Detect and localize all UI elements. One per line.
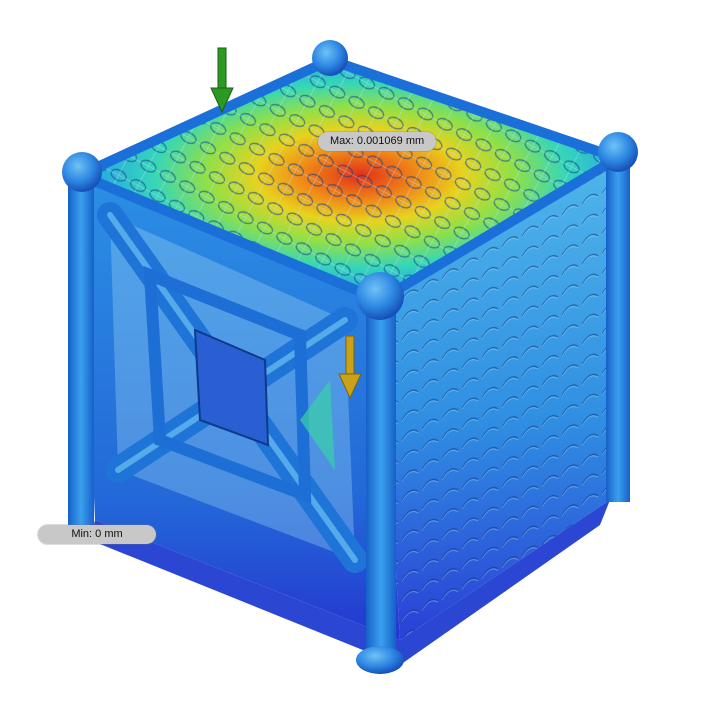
load-arrow-icon[interactable] [210, 47, 234, 114]
min-result-label: Min: 0 mm [38, 525, 156, 544]
right-face [380, 158, 618, 640]
max-result-label: Max: 0.001069 mm [318, 132, 437, 151]
corner-posts [68, 152, 630, 662]
bottom-frame [90, 500, 610, 665]
left-face [80, 175, 400, 640]
load-arrow-icon[interactable] [338, 335, 362, 400]
corner-spheres [62, 40, 638, 674]
